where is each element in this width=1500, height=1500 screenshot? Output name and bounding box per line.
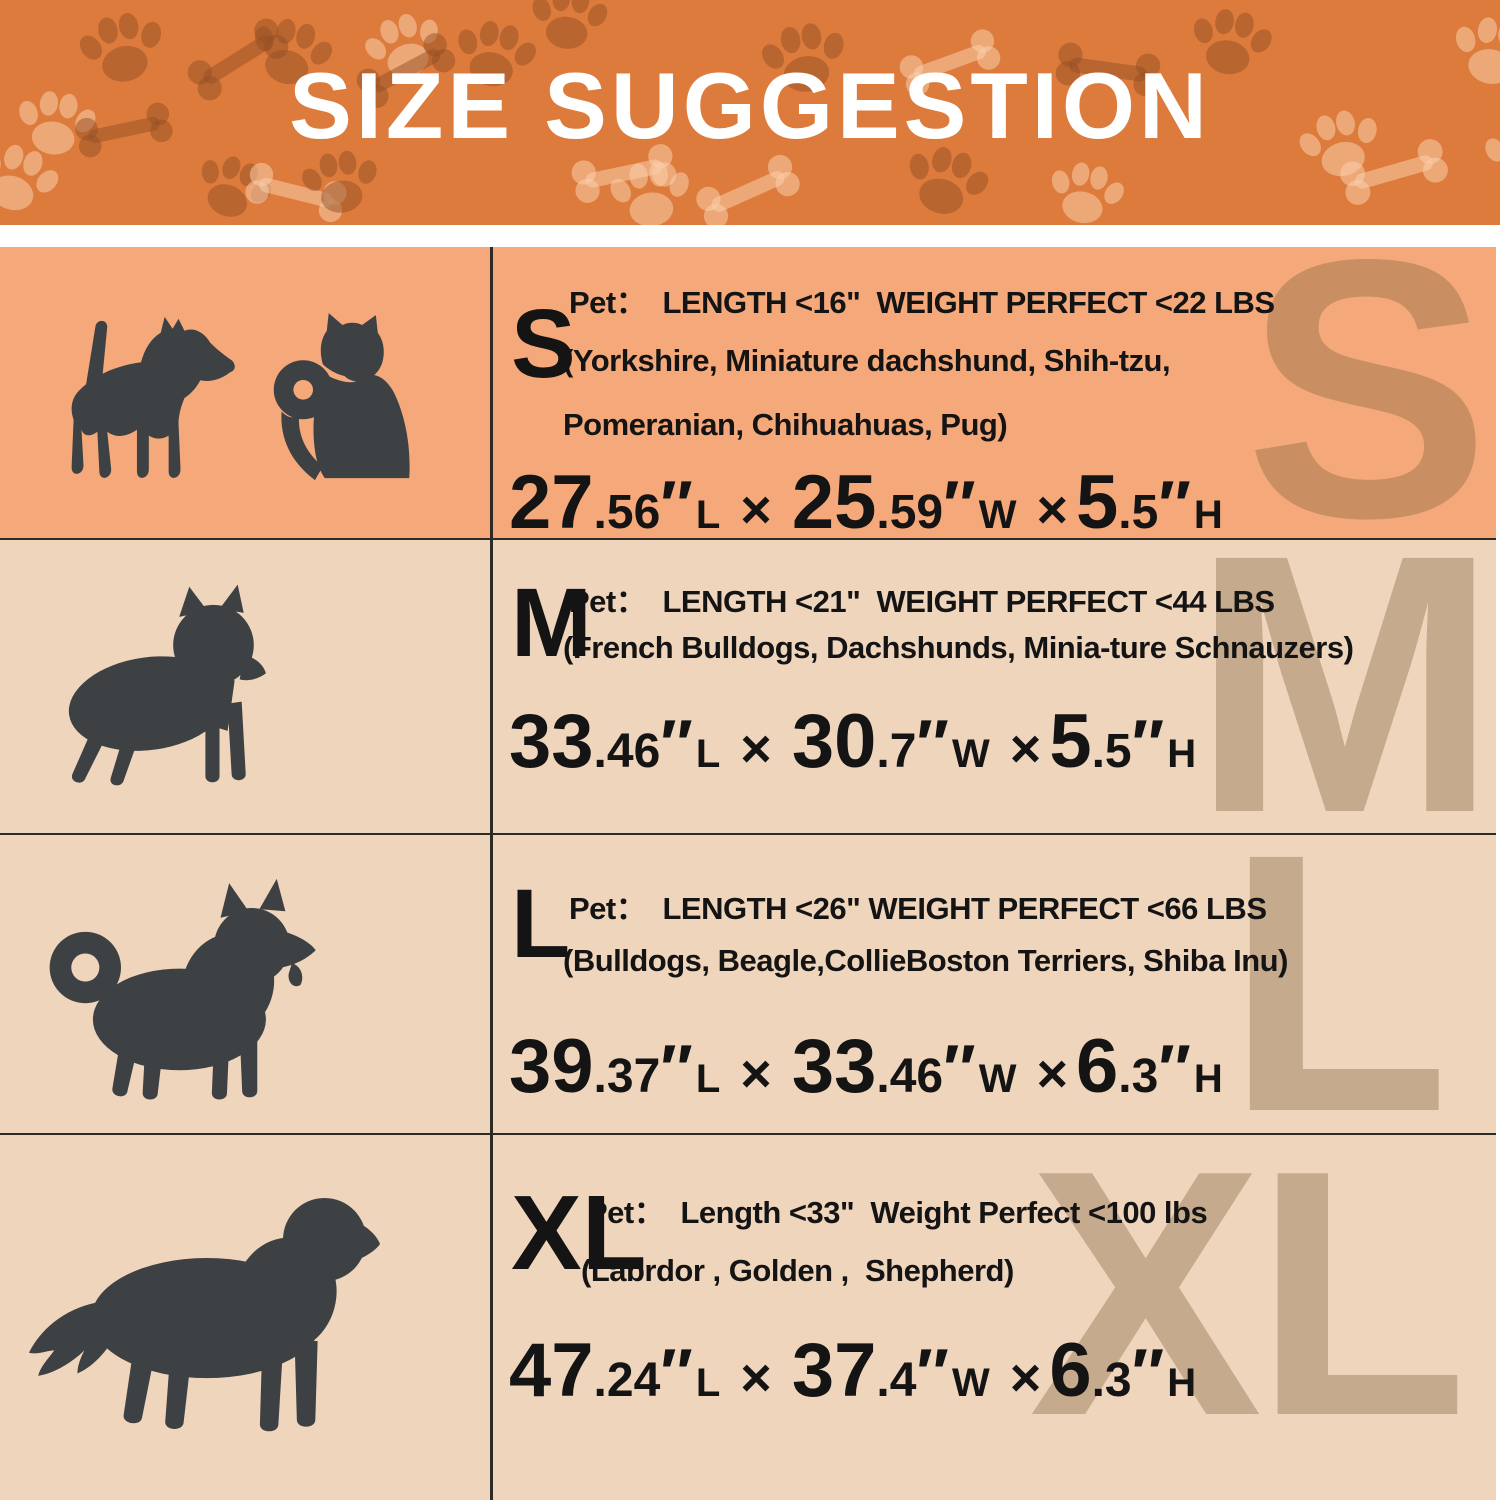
times-sign: ×: [740, 1044, 772, 1104]
size-letter: XL: [511, 1174, 647, 1292]
paw-icon: [1040, 156, 1132, 225]
row-s-info: S S Pet： LENGTH <16" WEIGHT PERFECT <22 …: [493, 247, 1500, 538]
inch-mark: ″: [916, 706, 949, 782]
times-sign: ×: [740, 719, 772, 779]
page-title: SIZE SUGGESTION: [289, 53, 1211, 158]
size-row-m: M M Pet： LENGTH <21" WEIGHT PERFECT <44 …: [0, 540, 1500, 835]
size-letter: M: [511, 568, 592, 677]
height-value: 5: [1049, 699, 1092, 784]
header-banner: SIZE SUGGESTION: [0, 0, 1500, 225]
watermark-letter: M: [1191, 540, 1498, 835]
row-m-info: M M Pet： LENGTH <21" WEIGHT PERFECT <44 …: [493, 540, 1500, 833]
pet-spec-line: Pet： Length <33" Weight Perfect <100 lbs: [587, 1195, 1208, 1230]
row-s-artwork: [0, 247, 490, 538]
width-unit: W: [952, 732, 990, 776]
breeds-line-1: (French Bulldogs, Dachshunds, Minia-ture…: [563, 630, 1354, 665]
height-unit: H: [1193, 1057, 1223, 1101]
width-unit: W: [978, 493, 1017, 537]
inch-mark: ″: [660, 1031, 693, 1107]
pet-spec-line: Pet： LENGTH <26" WEIGHT PERFECT <66 LBS: [569, 891, 1267, 926]
right-edge-margin: [1496, 247, 1500, 1500]
dimensions-line: 39.37″ L × 33.46″ W × 6.3″ H: [509, 1024, 1223, 1109]
watermark-letter: XL: [1028, 1135, 1468, 1489]
golden-retriever-icon: [28, 1197, 380, 1432]
pet-spec-line: Pet： LENGTH <16" WEIGHT PERFECT <22 LBS: [569, 285, 1275, 320]
times-sign: ×: [1009, 719, 1042, 779]
times-sign: ×: [1009, 1348, 1042, 1408]
header-divider-band: [0, 225, 1500, 247]
row-xl-artwork: [0, 1135, 490, 1500]
length-value: 39: [509, 1024, 594, 1109]
column-divider: [490, 247, 493, 1500]
inch-mark: ″: [1158, 467, 1191, 540]
inch-mark: ″: [660, 706, 693, 782]
times-sign: ×: [1036, 480, 1069, 540]
watermark-letter: L: [1225, 835, 1450, 1135]
length-value: 47: [509, 1328, 594, 1413]
width-value: 25: [791, 460, 877, 540]
size-row-s: S S Pet： LENGTH <16" WEIGHT PERFECT <22 …: [0, 247, 1500, 540]
height-value: 5: [1076, 460, 1119, 540]
width-unit: W: [978, 1057, 1017, 1101]
length-unit: L: [695, 1057, 721, 1101]
height-unit: H: [1167, 732, 1197, 776]
row-l-info: L L Pet： LENGTH <26" WEIGHT PERFECT <66 …: [493, 835, 1500, 1133]
dimensions-line: 33.46″ L × 30.7″ W × 5.5″ H: [509, 699, 1197, 784]
length-unit: L: [695, 1361, 721, 1405]
height-value: 6: [1049, 1328, 1092, 1413]
height-value: 6: [1076, 1024, 1119, 1109]
width-unit: W: [952, 1361, 990, 1405]
cat-icon: [273, 313, 410, 481]
dimensions-line: 47.24″ L × 37.4″ W × 6.3″ H: [509, 1328, 1197, 1413]
height-unit: H: [1193, 493, 1223, 537]
inch-mark: ″: [660, 1335, 693, 1411]
inch-mark: ″: [1131, 706, 1165, 782]
boston-terrier-icon: [68, 584, 266, 786]
size-letter: L: [511, 869, 571, 978]
row-l-artwork: [0, 835, 490, 1133]
inch-mark: ″: [943, 1031, 976, 1107]
width-value: 33: [791, 1024, 877, 1109]
inch-mark: ″: [660, 467, 693, 540]
breeds-line-2: Pomeranian, Chihuahuas, Pug): [563, 407, 1008, 442]
watermark-letter: S: [1244, 247, 1490, 540]
width-value: 37: [791, 1328, 877, 1413]
breeds-line-1: (Labrdor , Golden , Shepherd): [581, 1253, 1014, 1288]
terrier-dog-icon: [71, 316, 235, 478]
width-value: 30: [791, 699, 877, 784]
times-sign: ×: [740, 1348, 772, 1408]
size-table: S S Pet： LENGTH <16" WEIGHT PERFECT <22 …: [0, 247, 1500, 1500]
row-xl-info: XL XL Pet： Length <33" Weight Perfect <1…: [493, 1135, 1500, 1500]
breeds-line-1: (Bulldogs, Beagle,CollieBoston Terriers,…: [563, 943, 1288, 978]
size-row-l: L L Pet： LENGTH <26" WEIGHT PERFECT <66 …: [0, 835, 1500, 1135]
inch-mark: ″: [1131, 1335, 1165, 1411]
height-unit: H: [1167, 1361, 1197, 1405]
pet-spec-line: Pet： LENGTH <21" WEIGHT PERFECT <44 LBS: [569, 584, 1275, 619]
length-unit: L: [695, 493, 721, 537]
breeds-line-1: (Yorkshire, Miniature dachshund, Shih-tz…: [563, 343, 1171, 378]
dimensions-line: 27.56″ L × 25.59″ W × 5.5″ H: [509, 459, 1223, 540]
size-row-xl: XL XL Pet： Length <33" Weight Perfect <1…: [0, 1135, 1500, 1500]
length-value: 33: [509, 699, 594, 784]
inch-mark: ″: [916, 1335, 949, 1411]
inch-mark: ″: [943, 467, 976, 540]
times-sign: ×: [1036, 1044, 1069, 1104]
bone-icon: [242, 160, 350, 225]
paw-icon: [604, 157, 697, 225]
length-value: 27: [509, 460, 594, 540]
size-letter: S: [511, 289, 576, 398]
inch-mark: ″: [1158, 1031, 1191, 1107]
row-m-artwork: [0, 540, 490, 833]
shiba-inu-icon: [49, 878, 316, 1100]
length-unit: L: [695, 732, 721, 776]
times-sign: ×: [740, 480, 772, 540]
